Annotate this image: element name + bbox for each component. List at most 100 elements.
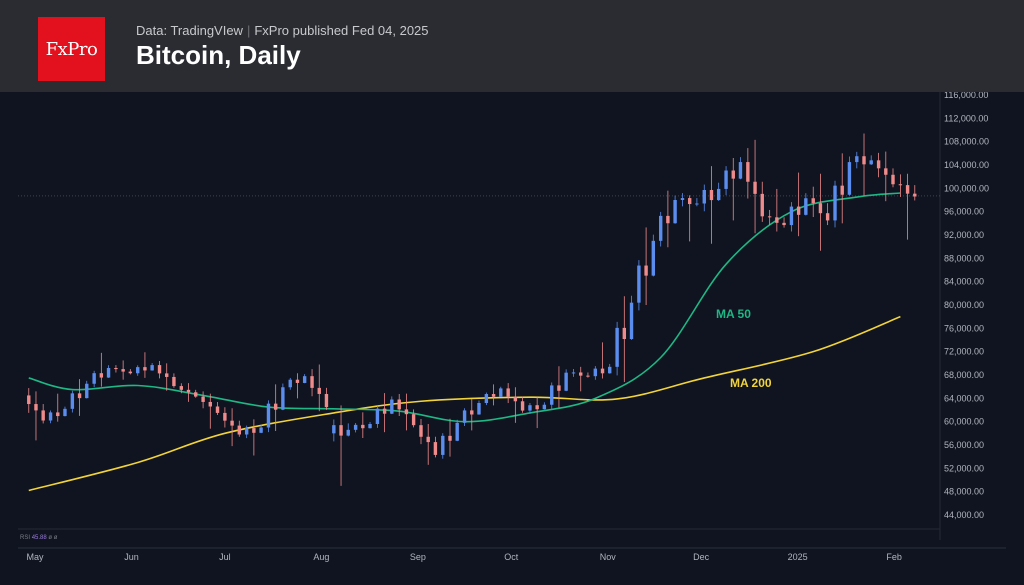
price-tick-label: 64,000.00	[944, 393, 984, 403]
candle-body	[477, 403, 481, 415]
candle-body	[738, 162, 743, 179]
candle	[833, 180, 837, 228]
candle	[244, 425, 249, 439]
candle-body	[361, 424, 365, 429]
candle	[34, 391, 38, 441]
price-tick-label: 96,000.00	[944, 207, 984, 217]
candle-body	[70, 393, 75, 409]
price-tick-label: 116,000.00	[944, 92, 988, 100]
candle	[658, 211, 663, 247]
candle	[368, 421, 372, 429]
candle	[818, 173, 823, 251]
candle-body	[818, 203, 823, 214]
candle-body	[426, 436, 430, 443]
candle	[651, 234, 656, 277]
candle-body	[397, 399, 401, 410]
candle	[382, 393, 387, 433]
candle-body	[295, 379, 300, 383]
candle	[491, 384, 496, 406]
candle	[550, 382, 554, 409]
price-tick-label: 108,000.00	[944, 137, 989, 147]
candle-body	[535, 405, 539, 410]
candle	[506, 383, 510, 404]
candle	[687, 195, 692, 242]
candle	[876, 152, 881, 178]
candle	[666, 190, 670, 248]
candle-body	[317, 387, 321, 394]
candle	[767, 209, 772, 225]
candle	[477, 400, 481, 415]
candle	[579, 366, 583, 392]
chart-svg[interactable]: RSI 45.88 ø ø 44,000.00 48,000.00 52,000.0…	[0, 92, 1024, 585]
candle-body	[302, 376, 307, 383]
candle	[390, 396, 394, 415]
candle	[600, 342, 605, 379]
candle	[775, 188, 779, 232]
candle-body	[905, 185, 910, 194]
candle-body	[840, 185, 844, 195]
candle	[150, 363, 154, 371]
candle-body	[179, 386, 184, 390]
candle	[397, 393, 401, 417]
candle	[201, 391, 205, 409]
candle-body	[455, 422, 459, 441]
fxpro-logo: FxPro	[38, 17, 105, 81]
candle-body	[324, 393, 329, 408]
candle	[208, 393, 212, 429]
candle-body	[281, 387, 285, 410]
chart-background	[0, 92, 1024, 585]
candle	[114, 365, 118, 373]
candle-body	[288, 379, 292, 388]
candle	[673, 195, 677, 224]
candle	[157, 360, 162, 379]
chart-title: Bitcoin, Daily	[136, 40, 301, 70]
candle	[898, 174, 903, 197]
candle-body	[208, 401, 212, 407]
candle-body	[433, 442, 438, 455]
ma50-line	[28, 192, 901, 423]
candle-body	[637, 265, 641, 303]
time-tick-label: Nov	[600, 552, 617, 562]
candle	[128, 369, 133, 375]
ma200-series	[28, 315, 901, 492]
candle-body	[716, 188, 721, 201]
candle	[361, 412, 365, 438]
candle	[48, 410, 53, 424]
candle-body	[804, 198, 808, 215]
candle-body	[266, 403, 271, 428]
price-tick-label: 48,000.00	[944, 487, 984, 497]
candle	[855, 151, 859, 169]
candle	[738, 157, 743, 180]
candle-body	[746, 162, 750, 182]
candle	[637, 260, 641, 311]
candle	[288, 377, 292, 390]
candle	[230, 408, 234, 447]
price-chart[interactable]: RSI 45.88 ø ø 44,000.00 48,000.00 52,000.0…	[0, 92, 1024, 585]
candle	[760, 181, 764, 222]
candle-body	[891, 174, 895, 185]
candle	[411, 409, 416, 428]
candle-body	[499, 388, 503, 397]
price-tick-label: 112,000.00	[944, 113, 988, 123]
candle-body	[223, 412, 227, 421]
candle	[564, 369, 568, 392]
candle-body	[346, 429, 350, 436]
candle-body	[506, 388, 510, 397]
time-tick-label: May	[26, 552, 44, 562]
candle	[324, 387, 329, 410]
candle	[237, 420, 241, 437]
data-source: Data: TradingVIew | FxPro published Fed 04…	[136, 23, 429, 38]
candle	[121, 360, 125, 380]
candle	[433, 436, 438, 458]
time-tick-label: Aug	[313, 552, 329, 562]
candle	[520, 396, 525, 413]
ma50-label: MA 50	[716, 307, 751, 321]
candle	[179, 383, 184, 394]
candle	[172, 373, 176, 388]
time-tick-label: 2025	[788, 552, 808, 562]
candle-body	[375, 408, 380, 424]
candle-body	[165, 373, 169, 377]
candle-body	[121, 369, 125, 372]
candle-body	[571, 372, 576, 374]
ma200-line	[28, 315, 901, 492]
